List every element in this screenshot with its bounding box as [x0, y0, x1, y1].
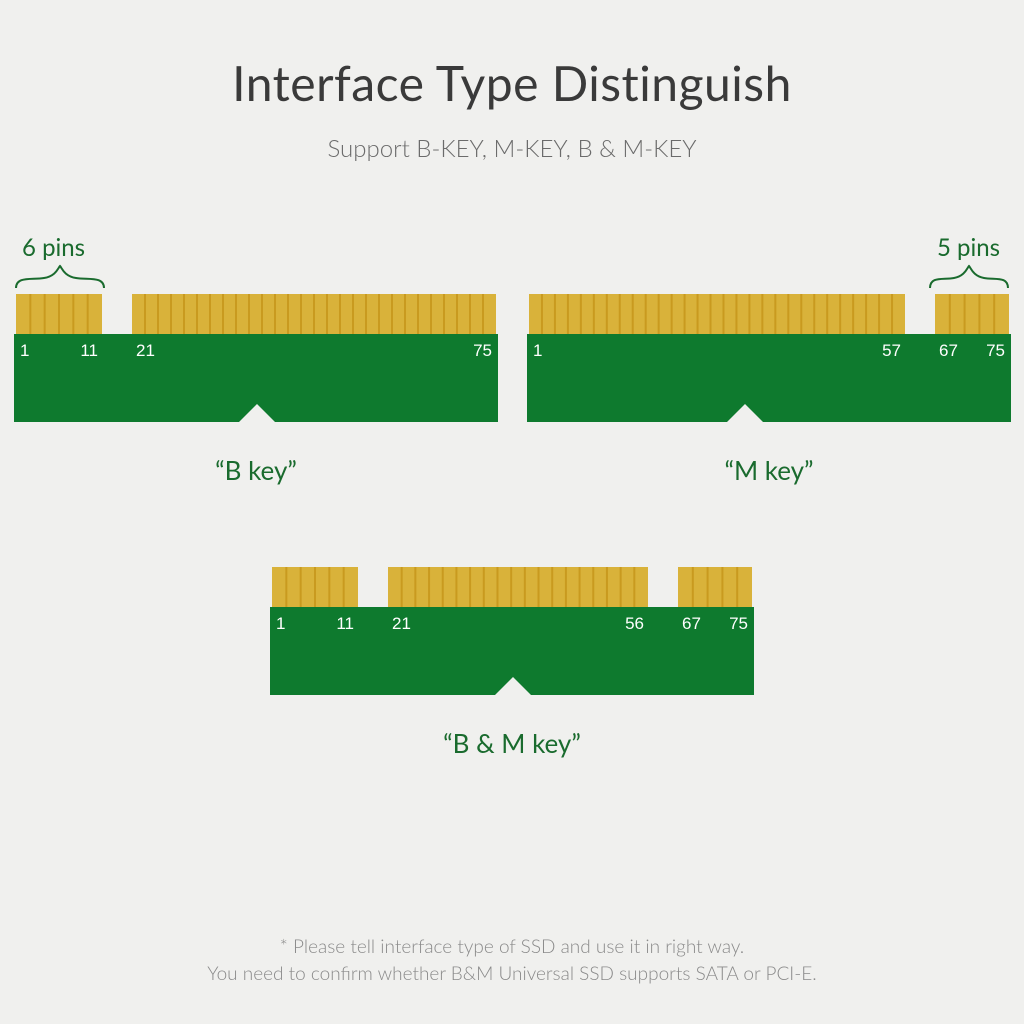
m-key-card: 1 57 67 75 “M key”	[527, 294, 1011, 486]
footnote: * Please tell interface type of SSD and …	[0, 933, 1024, 988]
b-key-diagram: 1112175	[14, 294, 498, 424]
svg-text:1: 1	[533, 341, 542, 360]
bm-key-diagram: 11121566775	[270, 567, 754, 697]
m-key-pins-label: 5 pins	[937, 233, 1000, 262]
footnote-line-2: You need to confirm whether B&M Universa…	[207, 962, 816, 985]
b-key-card: 1112175 “B key”	[14, 294, 498, 486]
m-key-caption: “M key”	[527, 454, 1011, 486]
svg-text:11: 11	[80, 341, 98, 360]
svg-text:1: 1	[276, 614, 285, 633]
svg-text:11: 11	[336, 614, 354, 633]
svg-text:1: 1	[20, 341, 29, 360]
page-title: Interface Type Distinguish	[0, 0, 1024, 112]
bm-key-caption: “B & M key”	[270, 727, 754, 759]
svg-text:75: 75	[986, 341, 1005, 360]
m-key-diagram: 1 57 67 75	[527, 294, 1011, 424]
svg-text:75: 75	[473, 341, 492, 360]
svg-text:56: 56	[625, 614, 644, 633]
svg-text:57: 57	[882, 341, 901, 360]
svg-text:75: 75	[729, 614, 748, 633]
page-subtitle: Support B-KEY, M-KEY, B & M-KEY	[0, 134, 1024, 163]
svg-text:21: 21	[136, 341, 155, 360]
b-key-brace-icon	[14, 264, 106, 290]
svg-text:67: 67	[682, 614, 701, 633]
m-key-brace-icon	[928, 264, 1010, 290]
bm-key-card: 11121566775 “B & M key”	[270, 567, 754, 759]
b-key-caption: “B key”	[14, 454, 498, 486]
b-key-pins-label: 6 pins	[22, 233, 85, 262]
footnote-line-1: * Please tell interface type of SSD and …	[280, 935, 744, 958]
svg-text:21: 21	[392, 614, 411, 633]
svg-text:67: 67	[939, 341, 958, 360]
